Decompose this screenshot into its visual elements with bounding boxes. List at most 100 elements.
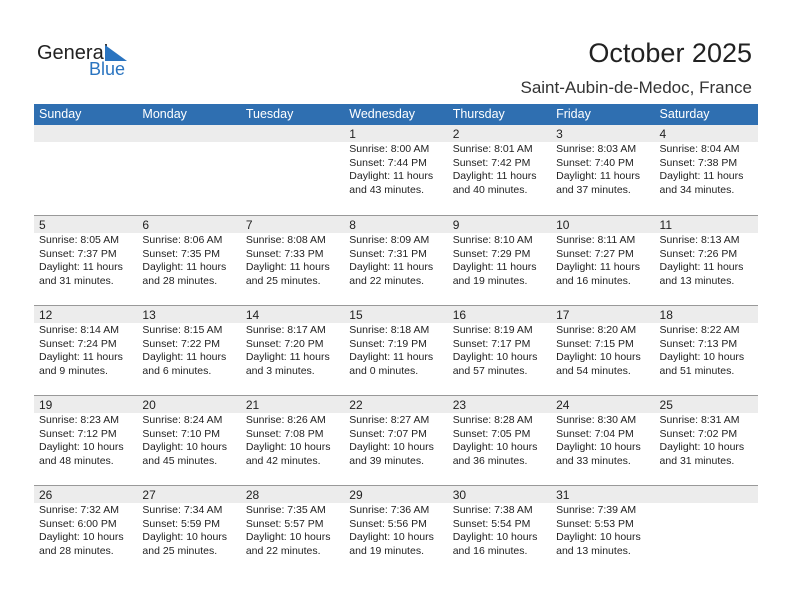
- day-cell: 13 Sunrise: 8:15 AM Sunset: 7:22 PM Dayl…: [137, 306, 240, 395]
- day-number: 24: [556, 398, 570, 412]
- daylight-minutes: and 48 minutes.: [39, 454, 114, 467]
- daylight: Daylight: 10 hours: [142, 531, 228, 543]
- daylight: Daylight: 11 hours: [349, 170, 434, 182]
- sunset: Sunset: 6:00 PM: [39, 517, 117, 530]
- day-number: 22: [349, 398, 363, 412]
- daylight-minutes: and 9 minutes.: [39, 364, 108, 377]
- logo-general: General: [37, 42, 109, 64]
- sunrise: Sunrise: 8:10 AM: [452, 234, 533, 246]
- day-cell: 15 Sunrise: 8:18 AM Sunset: 7:19 PM Dayl…: [344, 306, 447, 395]
- daylight: Daylight: 10 hours: [452, 441, 538, 453]
- day-info: Sunrise: 8:30 AM Sunset: 7:04 PM Dayligh…: [556, 414, 654, 468]
- daylight-minutes: and 33 minutes.: [556, 454, 631, 467]
- sunset: Sunset: 7:38 PM: [659, 156, 738, 169]
- day-number: 25: [659, 398, 673, 412]
- day-cell: 24 Sunrise: 8:30 AM Sunset: 7:04 PM Dayl…: [551, 396, 654, 485]
- day-info: Sunrise: 7:36 AM Sunset: 5:56 PM Dayligh…: [349, 504, 447, 558]
- daylight-minutes: and 31 minutes.: [659, 454, 735, 467]
- daylight-minutes: and 19 minutes.: [452, 274, 528, 287]
- daylight-minutes: and 57 minutes.: [452, 364, 528, 377]
- daylight-minutes: and 42 minutes.: [245, 454, 321, 467]
- day-number: 10: [556, 218, 570, 232]
- day-cell: 1 Sunrise: 8:00 AM Sunset: 7:44 PM Dayli…: [344, 125, 447, 215]
- sunset: Sunset: 5:53 PM: [556, 517, 634, 530]
- day-number: 15: [349, 308, 363, 322]
- day-cell: 10 Sunrise: 8:11 AM Sunset: 7:27 PM Dayl…: [551, 216, 654, 305]
- day-info: Sunrise: 8:22 AM Sunset: 7:13 PM Dayligh…: [660, 324, 758, 378]
- sunset: Sunset: 7:35 PM: [142, 247, 221, 260]
- day-info: Sunrise: 8:01 AM Sunset: 7:42 PM Dayligh…: [453, 143, 551, 197]
- sunrise: Sunrise: 8:28 AM: [452, 414, 533, 426]
- sunrise: Sunrise: 8:30 AM: [556, 414, 637, 426]
- sunrise: Sunrise: 8:03 AM: [556, 143, 637, 155]
- day-info: Sunrise: 8:19 AM Sunset: 7:17 PM Dayligh…: [453, 324, 551, 378]
- day-cell: 22 Sunrise: 8:27 AM Sunset: 7:07 PM Dayl…: [344, 396, 447, 485]
- location: Saint-Aubin-de-Medoc, France: [520, 78, 752, 97]
- sunrise: Sunrise: 8:23 AM: [39, 414, 119, 426]
- weekday-thursday: Thursday: [452, 107, 505, 121]
- daylight: Daylight: 11 hours: [556, 170, 640, 182]
- daylight: Daylight: 10 hours: [659, 351, 745, 363]
- daylight: Daylight: 11 hours: [142, 351, 227, 363]
- daylight-minutes: and 3 minutes.: [245, 364, 315, 377]
- day-number: 14: [245, 308, 260, 322]
- sunrise: Sunrise: 8:18 AM: [349, 324, 430, 336]
- daylight: Daylight: 11 hours: [245, 351, 330, 363]
- day-info: Sunrise: 8:00 AM Sunset: 7:44 PM Dayligh…: [349, 143, 447, 197]
- daylight-minutes: and 0 minutes.: [349, 364, 419, 377]
- daylight-minutes: and 28 minutes.: [142, 274, 218, 287]
- day-cell: 16 Sunrise: 8:19 AM Sunset: 7:17 PM Dayl…: [448, 306, 551, 395]
- sunset: Sunset: 7:26 PM: [659, 247, 738, 260]
- day-cell: 26 Sunrise: 7:32 AM Sunset: 6:00 PM Dayl…: [34, 486, 137, 575]
- daylight-minutes: and 36 minutes.: [452, 454, 528, 467]
- sunrise: Sunrise: 8:31 AM: [659, 414, 740, 426]
- day-cell: 11 Sunrise: 8:13 AM Sunset: 7:26 PM Dayl…: [655, 216, 758, 305]
- sunset: Sunset: 7:37 PM: [39, 247, 117, 260]
- daylight-minutes: and 19 minutes.: [349, 544, 424, 557]
- day-info: Sunrise: 7:32 AM Sunset: 6:00 PM Dayligh…: [39, 504, 137, 558]
- day-number: 2: [452, 127, 460, 141]
- sunset: Sunset: 5:59 PM: [142, 517, 221, 530]
- sunset: Sunset: 7:29 PM: [452, 247, 531, 260]
- sunset: Sunset: 7:33 PM: [245, 247, 324, 260]
- day-info: Sunrise: 8:28 AM Sunset: 7:05 PM Dayligh…: [453, 414, 551, 468]
- sunset: Sunset: 7:05 PM: [452, 427, 531, 440]
- daylight-minutes: and 16 minutes.: [452, 544, 528, 557]
- day-number: 20: [142, 398, 156, 412]
- day-number: 30: [452, 488, 467, 502]
- day-cell: 8 Sunrise: 8:09 AM Sunset: 7:31 PM Dayli…: [344, 216, 447, 305]
- sunrise: Sunrise: 8:00 AM: [349, 143, 430, 155]
- day-number: 19: [39, 398, 53, 412]
- daylight: Daylight: 11 hours: [245, 261, 330, 273]
- sunset: Sunset: 7:40 PM: [556, 156, 634, 169]
- sunset: Sunset: 7:04 PM: [556, 427, 634, 440]
- day-number: 23: [452, 398, 467, 412]
- sunrise: Sunrise: 7:39 AM: [556, 504, 637, 516]
- weekday-sunday: Sunday: [39, 107, 82, 121]
- day-info: Sunrise: 7:34 AM Sunset: 5:59 PM Dayligh…: [142, 504, 240, 558]
- sunrise: Sunrise: 8:09 AM: [349, 234, 430, 246]
- day-number: 6: [142, 218, 150, 232]
- day-cell: 27 Sunrise: 7:34 AM Sunset: 5:59 PM Dayl…: [137, 486, 240, 575]
- daylight-minutes: and 37 minutes.: [556, 183, 631, 196]
- calendar-grid: 1 Sunrise: 8:00 AM Sunset: 7:44 PM Dayli…: [34, 125, 758, 575]
- daylight: Daylight: 11 hours: [349, 261, 434, 273]
- empty-cell: [655, 486, 758, 575]
- sunrise: Sunrise: 8:19 AM: [452, 324, 533, 336]
- day-number: 12: [39, 308, 53, 322]
- sunrise: Sunrise: 8:06 AM: [142, 234, 223, 246]
- daylight-minutes: and 34 minutes.: [659, 183, 735, 196]
- sunrise: Sunrise: 7:35 AM: [245, 504, 326, 516]
- daylight-minutes: and 13 minutes.: [556, 544, 631, 557]
- daylight-minutes: and 31 minutes.: [39, 274, 114, 287]
- sunset: Sunset: 7:19 PM: [349, 337, 427, 350]
- day-cell: 17 Sunrise: 8:20 AM Sunset: 7:15 PM Dayl…: [551, 306, 654, 395]
- day-info: Sunrise: 8:23 AM Sunset: 7:12 PM Dayligh…: [39, 414, 137, 468]
- daylight: Daylight: 10 hours: [452, 351, 538, 363]
- day-info: Sunrise: 8:05 AM Sunset: 7:37 PM Dayligh…: [39, 234, 137, 288]
- sunrise: Sunrise: 8:15 AM: [142, 324, 223, 336]
- week-row: 26 Sunrise: 7:32 AM Sunset: 6:00 PM Dayl…: [34, 485, 758, 575]
- sunrise: Sunrise: 8:20 AM: [556, 324, 637, 336]
- day-number: 31: [556, 488, 570, 502]
- day-cell: 30 Sunrise: 7:38 AM Sunset: 5:54 PM Dayl…: [448, 486, 551, 575]
